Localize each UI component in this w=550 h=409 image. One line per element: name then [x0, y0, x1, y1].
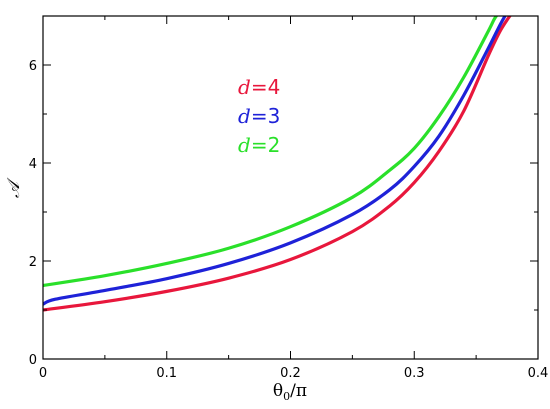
ticks-layer: 0 0.1 0.2 0.3 0.4 0 2 4 6: [29, 16, 549, 381]
legend-entry-d-4: d=4: [238, 75, 280, 99]
x-tick-label: 0.4: [528, 366, 549, 381]
x-tick-label: 0: [39, 366, 47, 381]
y-tick-label: 4: [29, 157, 37, 172]
legend-entry-var: d: [238, 104, 251, 128]
x-axis-label-theta: θ: [273, 381, 283, 401]
legend-entry-d-3: d=3: [238, 104, 280, 128]
series-line-d-2: [43, 16, 499, 288]
x-tick-label: 0.2: [280, 366, 301, 381]
y-tick-label: 2: [29, 255, 37, 270]
x-tick-label: 0.3: [404, 366, 425, 381]
series-line-d-3: [43, 16, 507, 306]
x-tick-label: 0.1: [156, 366, 177, 381]
y-tick-label: 6: [29, 59, 37, 74]
x-axis-label-suffix: /π: [290, 381, 307, 401]
legend: d=4d=3d=2: [238, 75, 280, 157]
legend-entry-value: =2: [251, 133, 280, 157]
legend-entry-d-2: d=2: [238, 133, 280, 157]
series-layer: [43, 16, 512, 312]
legend-entry-var: d: [238, 75, 251, 99]
x-axis-label: θ0/π: [273, 381, 307, 403]
legend-entry-var: d: [238, 133, 251, 157]
y-tick-label: 0: [29, 353, 37, 368]
series-line-d-4: [43, 16, 512, 312]
plot-frame: [42, 15, 539, 360]
x-axis-label-subscript: 0: [283, 390, 290, 403]
legend-entry-value: =3: [251, 104, 280, 128]
y-axis-label: 𝒜: [4, 177, 24, 198]
legend-entry-value: =4: [251, 75, 280, 99]
